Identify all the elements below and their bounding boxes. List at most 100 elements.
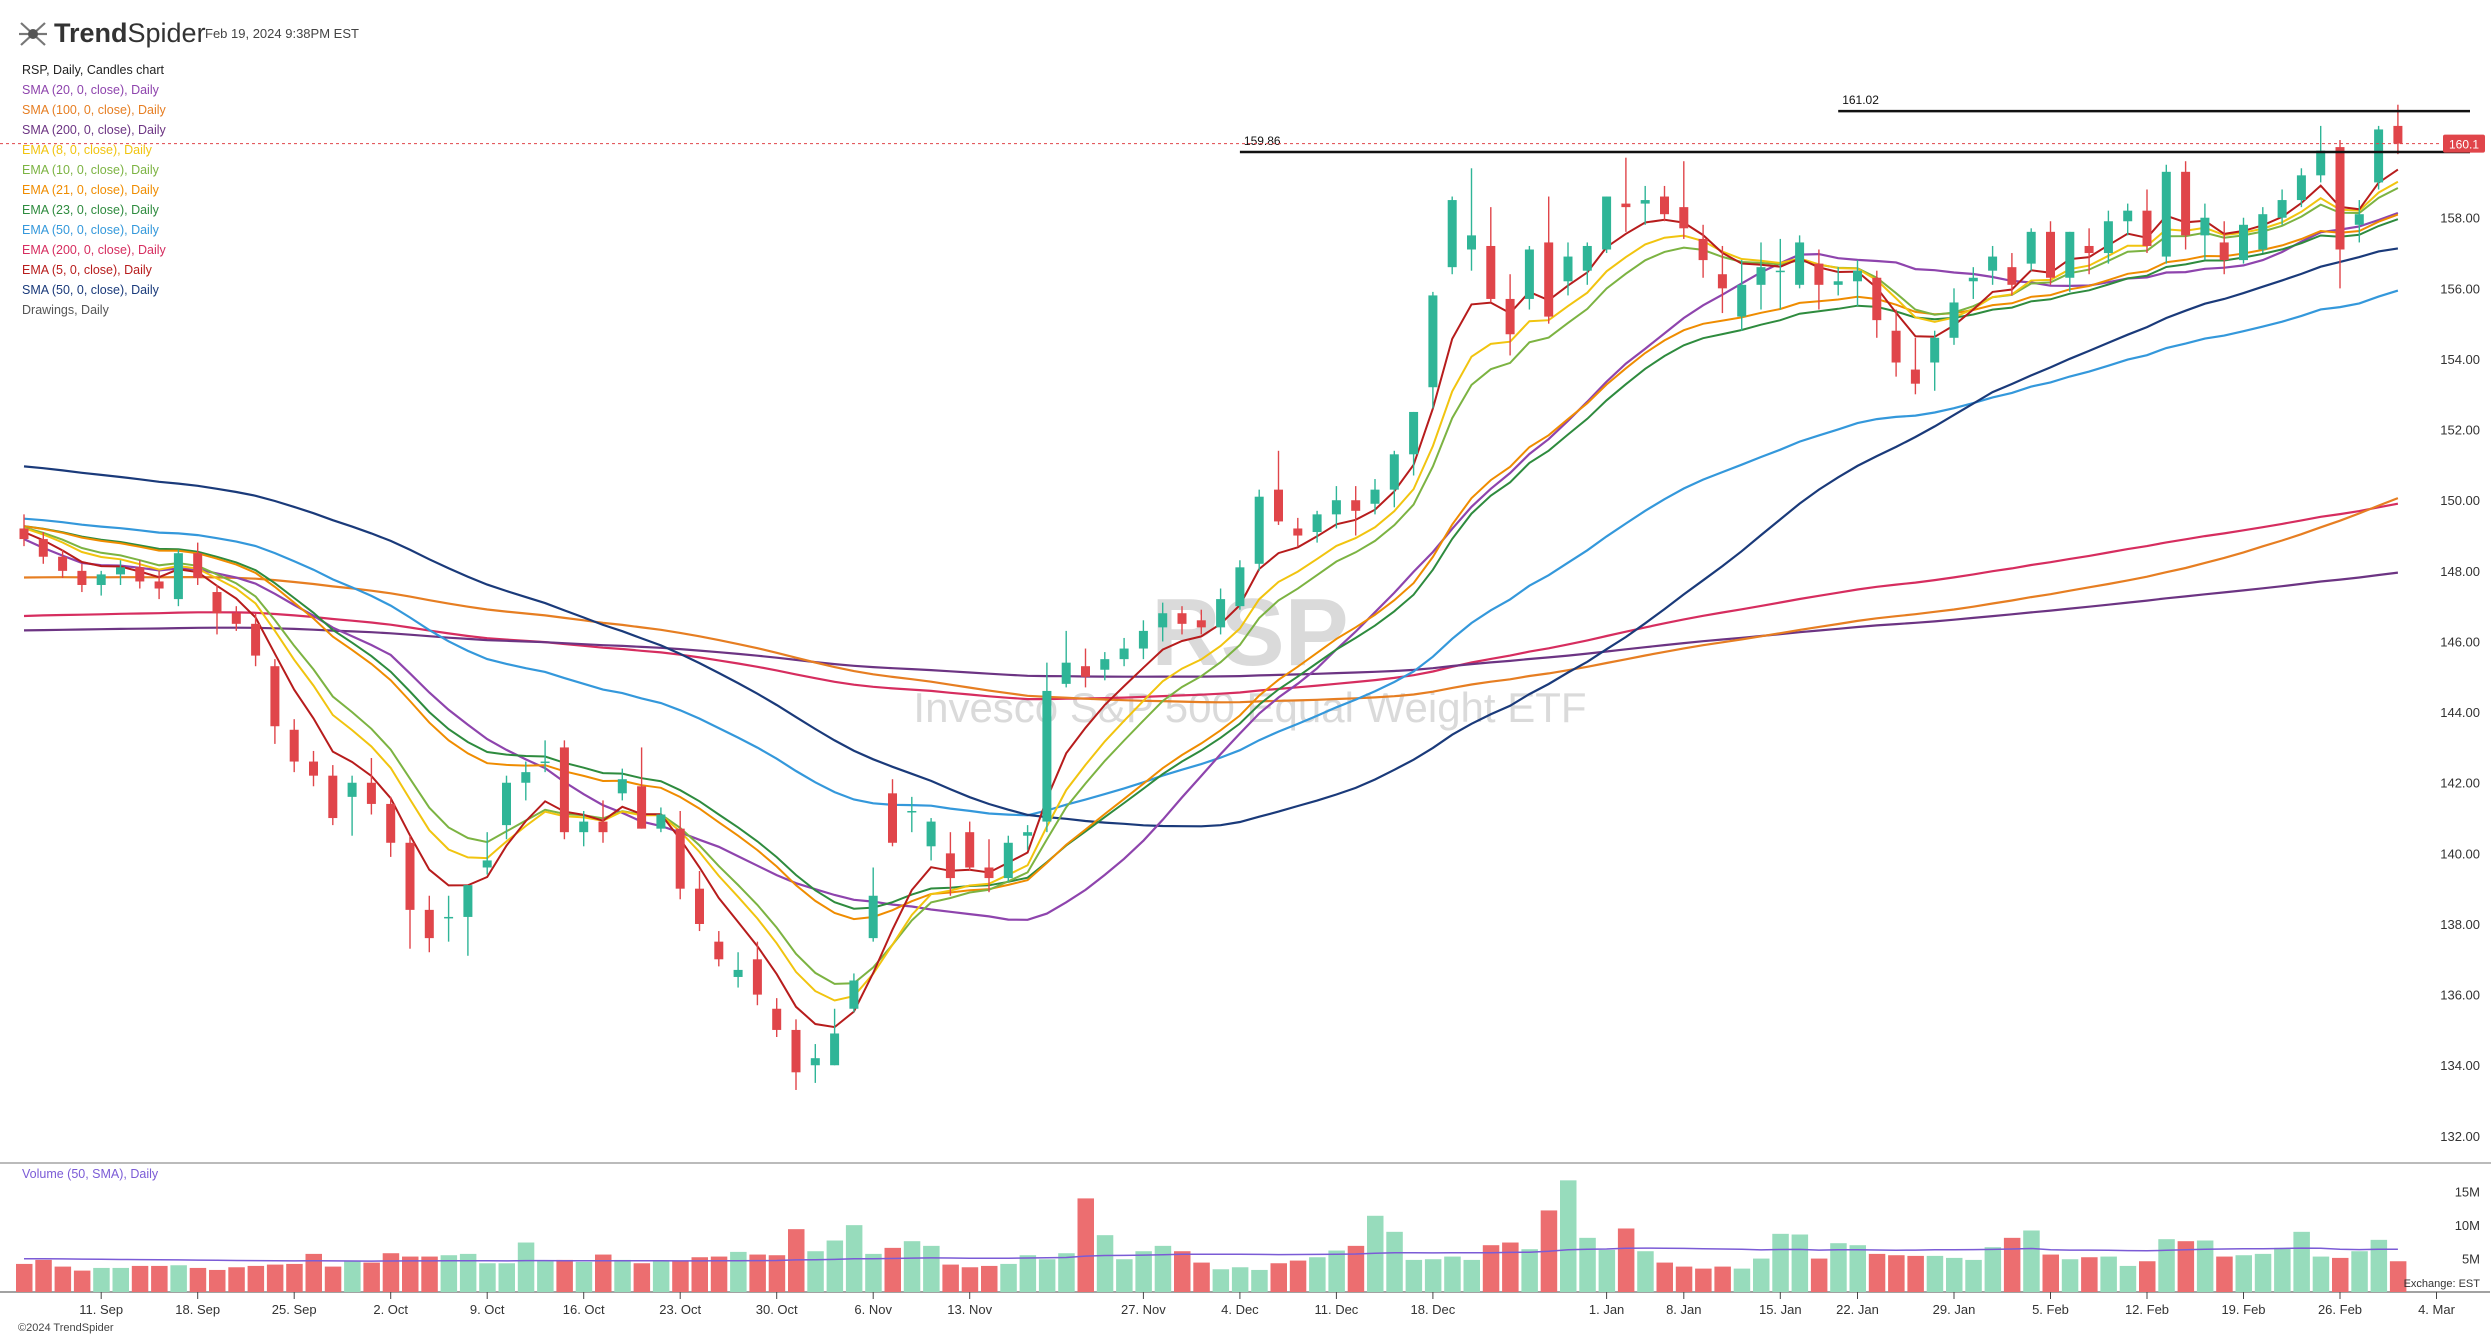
- volume-bar[interactable]: [421, 1256, 438, 1292]
- volume-bar[interactable]: [1444, 1256, 1461, 1292]
- volume-bar[interactable]: [1038, 1259, 1056, 1292]
- volume-bar[interactable]: [2312, 1256, 2330, 1292]
- candle[interactable]: [2393, 104, 2403, 155]
- volume-bar[interactable]: [479, 1263, 496, 1292]
- candle[interactable]: [2181, 161, 2191, 250]
- candle[interactable]: [1524, 245, 1534, 310]
- legend-item[interactable]: EMA (23, 0, close), Daily: [22, 203, 159, 217]
- volume-bar[interactable]: [1463, 1259, 1481, 1292]
- candle[interactable]: [77, 563, 87, 593]
- volume-bar[interactable]: [382, 1253, 400, 1292]
- candle[interactable]: [1717, 245, 1727, 314]
- volume-bar[interactable]: [537, 1261, 554, 1292]
- candle[interactable]: [1370, 479, 1380, 515]
- candle[interactable]: [1177, 606, 1187, 635]
- candle[interactable]: [251, 613, 261, 667]
- candle[interactable]: [1968, 267, 1978, 299]
- candle[interactable]: [830, 1008, 840, 1066]
- volume-bar[interactable]: [2216, 1256, 2233, 1292]
- candle[interactable]: [231, 606, 241, 631]
- volume-bar[interactable]: [672, 1261, 689, 1292]
- volume-bar[interactable]: [1926, 1255, 1944, 1292]
- volume-bar[interactable]: [73, 1270, 91, 1292]
- volume-bar[interactable]: [151, 1265, 168, 1292]
- volume-bar[interactable]: [1309, 1257, 1326, 1292]
- volume-bar[interactable]: [865, 1253, 882, 1292]
- candle[interactable]: [1254, 489, 1264, 571]
- legend-item[interactable]: EMA (8, 0, close), Daily: [22, 143, 152, 157]
- candle[interactable]: [1544, 196, 1554, 324]
- candle[interactable]: [1814, 249, 1824, 310]
- candle[interactable]: [328, 765, 338, 826]
- candle[interactable]: [2026, 228, 2036, 271]
- candle[interactable]: [617, 768, 627, 801]
- volume-bar[interactable]: [1830, 1243, 1847, 1292]
- volume-bar[interactable]: [2023, 1230, 2040, 1292]
- volume-bar[interactable]: [1328, 1250, 1345, 1292]
- volume-bar[interactable]: [1502, 1242, 1519, 1292]
- volume-bar[interactable]: [1984, 1247, 2002, 1292]
- candle[interactable]: [2335, 140, 2345, 289]
- volume-bar[interactable]: [402, 1256, 419, 1292]
- volume-bar[interactable]: [981, 1265, 998, 1292]
- volume-bar[interactable]: [459, 1253, 477, 1292]
- candle[interactable]: [675, 810, 685, 900]
- volume-bar[interactable]: [1810, 1258, 1828, 1292]
- candle[interactable]: [1582, 242, 1592, 285]
- candle[interactable]: [1447, 196, 1457, 275]
- candle[interactable]: [2374, 125, 2384, 190]
- candle[interactable]: [1312, 510, 1322, 543]
- volume-bar[interactable]: [730, 1251, 747, 1292]
- volume-bar[interactable]: [1270, 1263, 1288, 1292]
- candle[interactable]: [984, 839, 994, 893]
- candle[interactable]: [386, 796, 396, 857]
- candle[interactable]: [2296, 168, 2306, 208]
- drawings[interactable]: 161.02 159.86 160.1: [0, 93, 2485, 154]
- volume-bar[interactable]: [112, 1267, 130, 1292]
- volume-bar[interactable]: [305, 1253, 323, 1292]
- volume-bar[interactable]: [1868, 1253, 1886, 1292]
- volume-bar[interactable]: [1965, 1259, 1982, 1292]
- volume-bar[interactable]: [1791, 1234, 1809, 1292]
- legend-item[interactable]: EMA (200, 0, close), Daily: [22, 243, 166, 257]
- volume-bar[interactable]: [2177, 1241, 2195, 1292]
- candle[interactable]: [1235, 560, 1245, 610]
- candle[interactable]: [1196, 609, 1206, 635]
- volume-bar[interactable]: [2351, 1251, 2368, 1292]
- volume-bar[interactable]: [1212, 1269, 1230, 1292]
- candle[interactable]: [1737, 260, 1747, 331]
- candle[interactable]: [540, 740, 550, 773]
- candle[interactable]: [1640, 185, 1650, 225]
- volume-bar[interactable]: [1424, 1259, 1442, 1292]
- candle[interactable]: [791, 1019, 801, 1090]
- legend-item[interactable]: Drawings, Daily: [22, 303, 109, 317]
- candle[interactable]: [1467, 168, 1476, 271]
- volume-bar[interactable]: [363, 1262, 380, 1292]
- volume-bar[interactable]: [1579, 1237, 1596, 1292]
- candle[interactable]: [1274, 450, 1283, 525]
- volume-bar[interactable]: [2293, 1231, 2310, 1292]
- volume-bar[interactable]: [768, 1255, 786, 1292]
- volume-bar[interactable]: [2081, 1257, 2098, 1292]
- candle[interactable]: [1891, 309, 1901, 377]
- candle[interactable]: [2084, 228, 2094, 275]
- candle[interactable]: [1409, 411, 1419, 476]
- volume-bar[interactable]: [1251, 1269, 1268, 1292]
- candle[interactable]: [1216, 588, 1226, 635]
- candle[interactable]: [173, 549, 183, 607]
- candle[interactable]: [1081, 648, 1090, 688]
- candle[interactable]: [309, 750, 318, 787]
- volume-bar[interactable]: [749, 1254, 766, 1292]
- candle[interactable]: [1119, 637, 1129, 667]
- candle[interactable]: [1602, 196, 1612, 254]
- legend-item[interactable]: SMA (50, 0, close), Daily: [22, 283, 159, 297]
- candle[interactable]: [656, 807, 666, 833]
- volume-bar[interactable]: [2332, 1257, 2349, 1292]
- candle[interactable]: [1679, 161, 1689, 239]
- candle[interactable]: [1621, 157, 1631, 232]
- volume-bar[interactable]: [1174, 1251, 1191, 1292]
- candle[interactable]: [154, 570, 164, 600]
- volume-bar[interactable]: [652, 1261, 670, 1292]
- candle[interactable]: [1061, 630, 1071, 688]
- candle[interactable]: [1158, 602, 1168, 642]
